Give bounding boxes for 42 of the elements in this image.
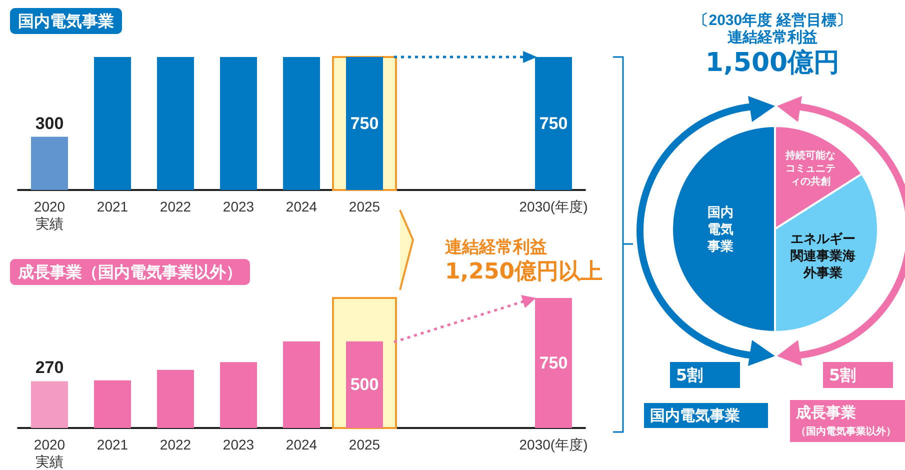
slice-label: エネルギー関連事業海外事業 xyxy=(790,230,856,280)
x-tick-label: 2020 実績 xyxy=(34,198,66,232)
bar xyxy=(94,380,131,428)
chart-title: 国内電気事業 xyxy=(18,12,114,30)
data-label: 500 xyxy=(350,375,379,394)
x-tick-label: 2025 xyxy=(348,198,380,214)
x-tick-label: 2024 xyxy=(286,198,318,214)
x-tick-label: 2025 xyxy=(348,436,380,452)
bar xyxy=(31,381,68,428)
text: 1,250億円以上 xyxy=(445,260,603,284)
data-label: 750 xyxy=(539,114,568,133)
x-tick-label: 2021 xyxy=(96,436,128,452)
bar xyxy=(220,362,257,428)
text: 1,500億円 xyxy=(705,48,840,78)
x-tick-label: 2023 xyxy=(222,198,254,214)
text: 連結経常利益 xyxy=(445,238,547,258)
x-tick-label: 2030(年度) xyxy=(519,436,588,452)
chart-subtitle: 連結経常利益 xyxy=(726,29,818,46)
bar xyxy=(157,370,194,428)
x-tick-label: 2030(年度) xyxy=(519,198,588,214)
bar xyxy=(283,341,320,428)
x-tick-label: 2024 xyxy=(286,436,318,452)
text: 5割 xyxy=(676,366,704,384)
slice-label: 持続可能なコミュニティの共創 xyxy=(784,150,836,188)
x-tick-label: 2020 実績 xyxy=(34,436,66,470)
x-tick-label: 2023 xyxy=(222,436,254,452)
data-label: 270 xyxy=(35,358,64,378)
x-tick-label: 2022 xyxy=(160,198,192,214)
data-label: 750 xyxy=(350,114,379,133)
chart-title: 〔2030年度 経営目標〕 xyxy=(694,11,852,29)
x-tick-label: 2021 xyxy=(96,198,128,214)
slice-label: 国内電気事業 xyxy=(706,204,734,254)
data-label: 300 xyxy=(35,114,64,133)
data-label: 750 xyxy=(539,354,568,372)
bar xyxy=(535,298,572,428)
text: 5割 xyxy=(829,366,856,384)
x-tick-label: 2022 xyxy=(160,436,192,452)
text: 成長事業 xyxy=(795,404,856,422)
chart-title: 成長事業（国内電気事業以外） xyxy=(17,262,242,282)
slice-label: 国内電気事業 xyxy=(650,406,740,424)
bar xyxy=(346,341,383,428)
text: （国内電気事業以外） xyxy=(796,426,896,438)
